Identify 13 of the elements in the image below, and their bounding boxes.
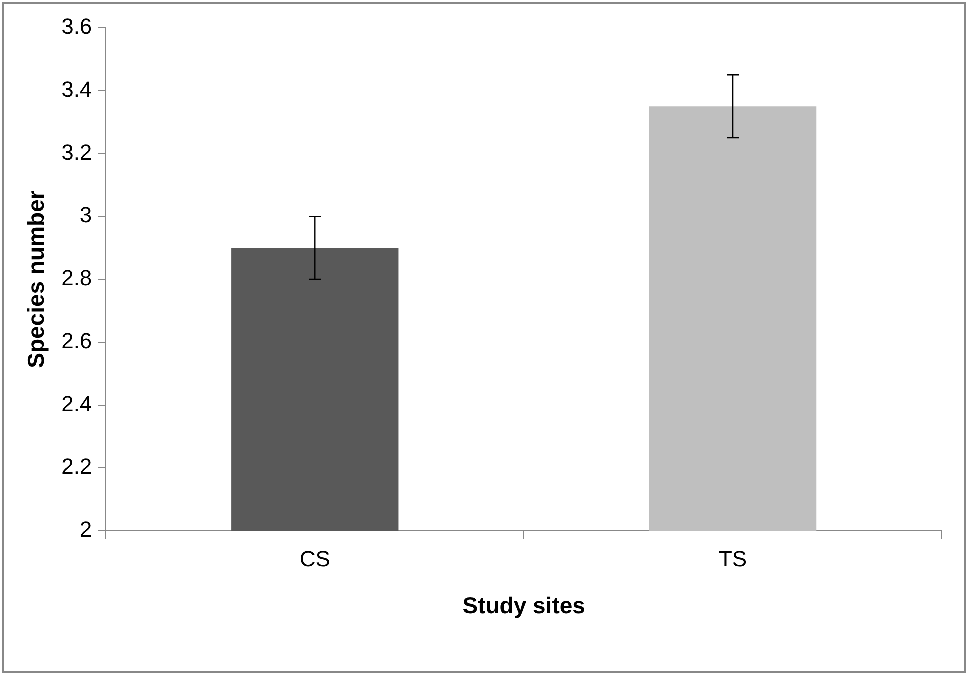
y-tick-label: 3.2 bbox=[62, 140, 92, 165]
y-tick-label: 2 bbox=[80, 517, 92, 542]
y-tick-label: 3 bbox=[80, 202, 92, 228]
y-tick-label: 2.4 bbox=[62, 391, 92, 416]
x-tick-label: TS bbox=[718, 546, 748, 572]
y-tick-label: 2.6 bbox=[62, 328, 92, 354]
y-axis-title: Species number bbox=[23, 190, 50, 368]
y-tick-label: 3.6 bbox=[62, 14, 92, 40]
y-tick-label: 2.2 bbox=[62, 454, 92, 480]
y-tick-label: 2.8 bbox=[62, 266, 92, 291]
y-tick-label: 3.4 bbox=[62, 76, 92, 102]
x-axis-title: Study sites bbox=[462, 592, 586, 619]
x-tick-label: CS bbox=[300, 546, 330, 572]
